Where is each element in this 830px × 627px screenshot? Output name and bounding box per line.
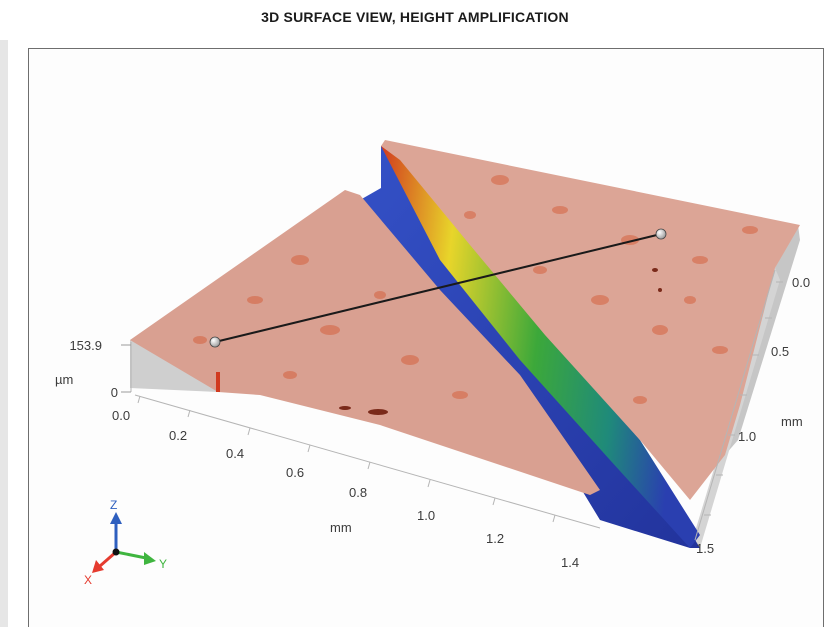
groove-wall: [381, 145, 700, 548]
surface-left: [130, 190, 600, 495]
gizmo-y-label: Y: [159, 557, 167, 571]
y-axis-label: mm: [781, 414, 803, 429]
x-tick-label: 0.0: [112, 408, 130, 423]
surface-texture: [193, 175, 758, 404]
gizmo-z-arrow: [110, 512, 122, 524]
z-tick-label-max: 153.9: [69, 338, 102, 353]
gizmo-x-label: X: [84, 573, 92, 587]
x-tick-label: 1.4: [561, 555, 579, 570]
gizmo-x-axis: [99, 550, 117, 568]
chart-title: 3D SURFACE VIEW, HEIGHT AMPLIFICATION: [261, 9, 569, 25]
z-tick-label-min: 0: [111, 385, 118, 400]
profile-start-marker[interactable]: [209, 336, 221, 348]
x-tick-label: 1.2: [486, 531, 504, 546]
orientation-gizmo: Z Y X: [84, 498, 167, 587]
x-tick-label: 0.6: [286, 465, 304, 480]
x-axis-label: mm: [330, 520, 352, 535]
left-panel-edge: [0, 40, 8, 627]
z-origin-marker: [216, 372, 220, 392]
surface-defects: [339, 268, 662, 415]
x-axis-ruler: [134, 394, 601, 529]
gizmo-origin: [112, 548, 120, 556]
x-tick-label: 0.4: [226, 446, 244, 461]
z-axis-label: µm: [55, 372, 73, 387]
x-tick-label: 0.8: [349, 485, 367, 500]
gizmo-y-axis: [115, 550, 147, 560]
surface-right: [381, 140, 800, 500]
y-axis-ruler: [694, 269, 783, 541]
y-tick-label: 1.5: [696, 541, 714, 556]
profile-line: [214, 233, 662, 343]
y-tick-label: 0.5: [771, 344, 789, 359]
profile-end-marker[interactable]: [655, 228, 667, 240]
x-tick-label: 1.0: [417, 508, 435, 523]
gizmo-z-label: Z: [110, 498, 117, 512]
gizmo-y-arrow: [144, 552, 156, 565]
gizmo-x-arrow: [92, 560, 104, 573]
y-tick-label: 1.0: [738, 429, 756, 444]
y-tick-label: 0.0: [792, 275, 810, 290]
x-tick-label: 0.2: [169, 428, 187, 443]
